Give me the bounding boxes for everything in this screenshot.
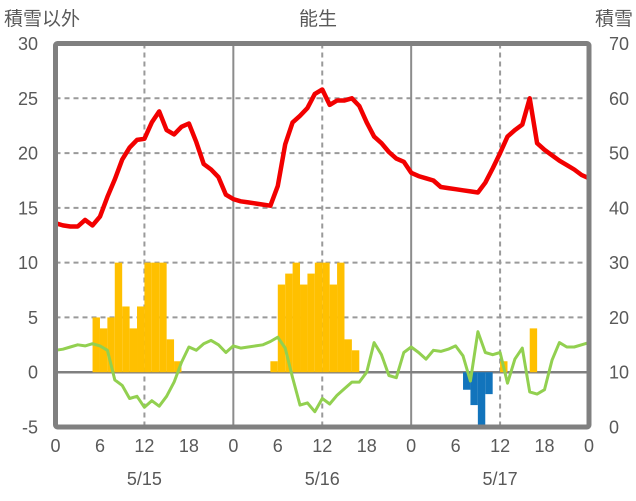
x-axis-tick-label: 12 <box>490 436 510 456</box>
x-axis-tick-label: 0 <box>50 436 60 456</box>
yellow-bar <box>114 262 123 373</box>
right-axis-tick-label: 50 <box>609 144 629 164</box>
left-axis-tick-label: 0 <box>28 363 38 383</box>
right-axis-tick-label: 20 <box>609 308 629 328</box>
right-axis-title: 積雪 <box>594 9 633 30</box>
yellow-bar <box>137 306 145 373</box>
yellow-bar <box>529 328 538 373</box>
x-axis-tick-label: 12 <box>312 436 332 456</box>
yellow-bar <box>129 328 138 373</box>
right-axis-tick-label: 40 <box>609 198 629 218</box>
plot-frame <box>53 41 592 430</box>
red-series-line <box>53 87 592 229</box>
yellow-bar <box>159 262 167 373</box>
yellow-bar <box>277 284 286 373</box>
right-axis-tick-label: 0 <box>609 418 619 438</box>
left-axis-tick-label: 30 <box>18 34 38 54</box>
right-axis-tick-label: 30 <box>609 253 629 273</box>
yellow-bar <box>285 273 293 373</box>
left-axis-tick-label: 15 <box>18 198 38 218</box>
date-label: 5/16 <box>305 469 340 489</box>
yellow-bar <box>337 262 345 373</box>
x-axis-tick-label: 18 <box>535 436 555 456</box>
yellow-bar <box>270 361 278 373</box>
x-axis-tick-label: 0 <box>406 436 416 456</box>
yellow-bar <box>174 361 182 373</box>
yellow-bar <box>300 284 308 373</box>
left-axis-tick-label: 25 <box>18 89 38 109</box>
blue-bar <box>470 372 478 406</box>
yellow-bar <box>314 262 323 373</box>
blue-bar <box>485 372 493 395</box>
yellow-bar <box>322 262 330 373</box>
yellow-bar <box>351 350 360 373</box>
left-axis-tick-label: 20 <box>18 144 38 164</box>
date-label: 5/17 <box>483 469 518 489</box>
green-series-line <box>54 330 591 414</box>
x-axis-tick-label: 6 <box>451 436 461 456</box>
yellow-bar <box>122 306 130 373</box>
x-axis-tick-label: 18 <box>179 436 199 456</box>
x-axis-tick-label: 12 <box>134 436 154 456</box>
right-axis-tick-label: 10 <box>609 363 629 383</box>
blue-bar <box>463 372 471 390</box>
date-label: 5/15 <box>127 469 162 489</box>
yellow-bar <box>107 317 115 373</box>
yellow-bar <box>292 262 301 373</box>
left-axis-tick-label: 10 <box>18 253 38 273</box>
yellow-bar <box>166 339 175 373</box>
yellow-bar <box>344 339 352 373</box>
yellow-bar <box>144 262 152 373</box>
x-axis-tick-label: 0 <box>228 436 238 456</box>
chart-title: 能生 <box>298 9 337 30</box>
left-axis-title: 積雪以外 <box>4 9 81 30</box>
yellow-bar <box>329 284 338 373</box>
x-axis-tick-label: 6 <box>273 436 283 456</box>
x-axis-tick-label: 0 <box>584 436 594 456</box>
left-axis-tick-label: -5 <box>22 418 38 438</box>
x-axis-tick-label: 18 <box>357 436 377 456</box>
blue-bar <box>477 372 486 427</box>
x-axis-tick-label: 6 <box>95 436 105 456</box>
left-axis-tick-label: 5 <box>28 308 38 328</box>
yellow-bar <box>99 328 108 373</box>
yellow-bar <box>151 262 160 373</box>
yellow-bar <box>307 273 315 373</box>
right-axis-tick-label: 60 <box>609 89 629 109</box>
right-axis-tick-label: 70 <box>609 34 629 54</box>
